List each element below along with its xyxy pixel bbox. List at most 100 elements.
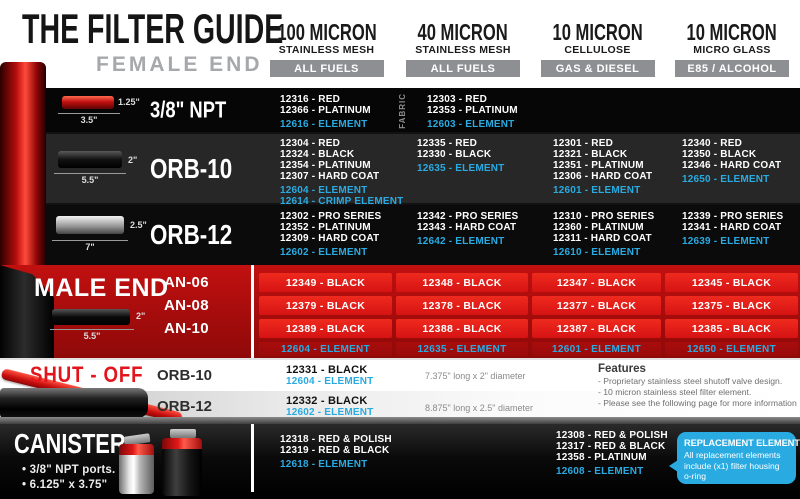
parts-cell: 12335 - RED 12330 - BLACK 12635 - ELEMENT [395, 134, 531, 203]
element-part-number: 12601 - ELEMENT [532, 342, 661, 356]
part-number: 12311 - HARD COAT [553, 233, 652, 244]
part-number: 12352 - PLATINUM [280, 222, 371, 233]
parts-cell: 12303 - RED 12353 - PLATINUM 12603 - ELEM… [395, 88, 531, 132]
parts-cell: 12301 - RED 12321 - BLACK 12351 - PLATINUM… [531, 134, 664, 203]
platinum-filter-photo [56, 216, 124, 234]
part-number: 12331 - BLACK [286, 364, 368, 376]
row-label: ORB-12 [150, 219, 233, 250]
width-dimension: 5.5" [50, 329, 134, 341]
column-header-10-micron-cellulose: 10 MICRON CELLULOSE GAS & DIESEL [531, 21, 664, 77]
fuel-badge: ALL FUELS [406, 60, 520, 77]
element-part-number: 12635 - ELEMENT [396, 342, 528, 356]
shut-off-heading: SHUT - OFF [30, 362, 144, 387]
part-number: 12388 - BLACK [396, 319, 528, 338]
parts-cell: 12316 - RED 12366 - PLATINUM 12616 - ELEM… [258, 88, 395, 132]
micron-rating: 100 MICRON [277, 19, 377, 45]
part-number: 12324 - BLACK [280, 149, 355, 160]
shut-off-section: SHUT - OFF ORB-10 12331 - BLACK 12604 - … [0, 358, 800, 424]
part-number: 12366 - PLATINUM [280, 105, 371, 116]
parts-cell: 12339 - PRO SERIES 12341 - HARD COAT 1263… [664, 205, 800, 265]
height-dimension: 2.5" [130, 220, 147, 230]
row-label: ORB-10 [150, 152, 233, 184]
row-label: AN-06 [164, 274, 209, 291]
part-number: 12318 - RED & POLISH [280, 434, 392, 445]
part-number: 12385 - BLACK [665, 319, 798, 338]
row-label: AN-10 [164, 320, 209, 337]
part-number: 12310 - PRO SERIES [553, 211, 655, 222]
canister-spec: • 6.125" x 3.75" [22, 479, 108, 491]
part-number: 12350 - BLACK [682, 149, 757, 160]
part-number: 12345 - BLACK [665, 273, 798, 292]
part-number: 12387 - BLACK [532, 319, 661, 338]
features-title: Features [598, 363, 646, 375]
table-row-orb12: 2.5" 7" ORB-12 12302 - PRO SERIES 12352 -… [0, 205, 800, 265]
parts-cell: 12318 - RED & POLISH 12319 - RED & BLACK … [280, 434, 392, 470]
element-part-number: 12650 - ELEMENT [665, 342, 798, 356]
canister-spec: • 3/8" NPT ports. [22, 464, 116, 476]
red-filter-product-photo [0, 62, 46, 265]
part-number: 12353 - PLATINUM [427, 105, 518, 116]
width-dimension: 5.5" [54, 173, 126, 185]
media-type: CELLULOSE [564, 44, 631, 56]
feature-item: - Proprietary stainless steel shutoff va… [598, 376, 783, 386]
parts-cell: 12310 - PRO SERIES 12360 - PLATINUM 12311 … [531, 205, 664, 265]
element-part-number: 12635 - ELEMENT [417, 163, 505, 174]
canister-section: CANISTER • 3/8" NPT ports. • 6.125" x 3.7… [0, 424, 800, 499]
female-end-table: 1.25" 3.5" 3/8" NPT FABRIC 12316 - RED 12… [0, 88, 800, 265]
shutoff-valve-photo [0, 388, 148, 418]
female-end-heading: FEMALE END [96, 53, 263, 76]
parts-cell: 12308 - RED & POLISH 12317 - RED & BLACK 1… [556, 430, 668, 477]
part-number: 12347 - BLACK [532, 273, 661, 292]
element-part-number: 12602 - ELEMENT [280, 247, 368, 258]
part-number: 12302 - PRO SERIES [280, 211, 382, 222]
row-label: ORB-12 [157, 398, 213, 415]
feature-item: - 10 micron stainless steel filter eleme… [598, 387, 752, 397]
column-header-40-micron: 40 MICRON STAINLESS MESH ALL FUELS [395, 21, 531, 77]
element-part-number: 12608 - ELEMENT [556, 466, 644, 477]
media-type: MICRO GLASS [693, 44, 771, 56]
part-number: 12306 - HARD COAT [553, 171, 653, 182]
part-number: 12330 - BLACK [417, 149, 492, 160]
element-part-number: 12603 - ELEMENT [427, 119, 515, 130]
part-number: 12348 - BLACK [396, 273, 528, 292]
black-filter-photo [52, 309, 130, 325]
element-part-number: 12616 - ELEMENT [280, 119, 368, 130]
part-number: 12351 - PLATINUM [553, 160, 644, 171]
fuel-badge: GAS & DIESEL [540, 60, 655, 77]
feature-item: - Please see the following page for more… [598, 398, 797, 408]
male-end-section: MALE END 2" 5.5" AN-06 AN-08 AN-10 12349… [0, 265, 800, 358]
width-dimension: 7" [52, 240, 128, 252]
red-filter-photo [62, 96, 114, 109]
male-end-heading: MALE END [34, 274, 169, 302]
black-filter-photo [58, 151, 122, 168]
part-number: 12316 - RED [280, 94, 341, 105]
part-number: 12354 - PLATINUM [280, 160, 371, 171]
element-part-number: 12604 - ELEMENT [259, 342, 392, 356]
part-number: 12340 - RED [682, 138, 743, 149]
header: THE FILTER GUIDE FEMALE END 100 MICRON S… [0, 0, 800, 88]
micron-rating: 10 MICRON [552, 19, 643, 45]
part-number: 12341 - HARD COAT [682, 222, 782, 233]
micron-rating: 10 MICRON [686, 19, 778, 45]
micron-rating: 40 MICRON [417, 19, 509, 45]
parts-cell: 12340 - RED 12350 - BLACK 12346 - HARD COA… [664, 134, 800, 203]
dimension-note: 8.875" long x 2.5" diameter [425, 403, 533, 413]
dimension-note: 7.375" long x 2" diameter [425, 371, 526, 381]
part-number: 12301 - RED [553, 138, 614, 149]
features-block: Features - Proprietary stainless steel s… [598, 362, 798, 409]
label-divider [251, 265, 254, 358]
part-number: 12332 - BLACK [286, 395, 368, 407]
column-header-100-micron: 100 MICRON STAINLESS MESH ALL FUELS [258, 21, 395, 77]
row-label: AN-08 [164, 297, 209, 314]
part-number: 12346 - HARD COAT [682, 160, 782, 171]
canister-heading: CANISTER [14, 428, 126, 459]
table-row-orb10: 2" 5.5" ORB-10 12304 - RED 12324 - BLACK 1… [0, 132, 800, 207]
height-dimension: 1.25" [118, 97, 140, 107]
part-number: 12375 - BLACK [665, 296, 798, 315]
fuel-badge: ALL FUELS [269, 60, 384, 77]
element-part-number: 12614 - CRIMP ELEMENT [280, 196, 404, 207]
part-number: 12343 - HARD COAT [417, 222, 517, 233]
polish-canister-photo [119, 444, 154, 494]
column-header-10-micron-microglass: 10 MICRON MICRO GLASS E85 / ALCOHOL [664, 21, 800, 77]
